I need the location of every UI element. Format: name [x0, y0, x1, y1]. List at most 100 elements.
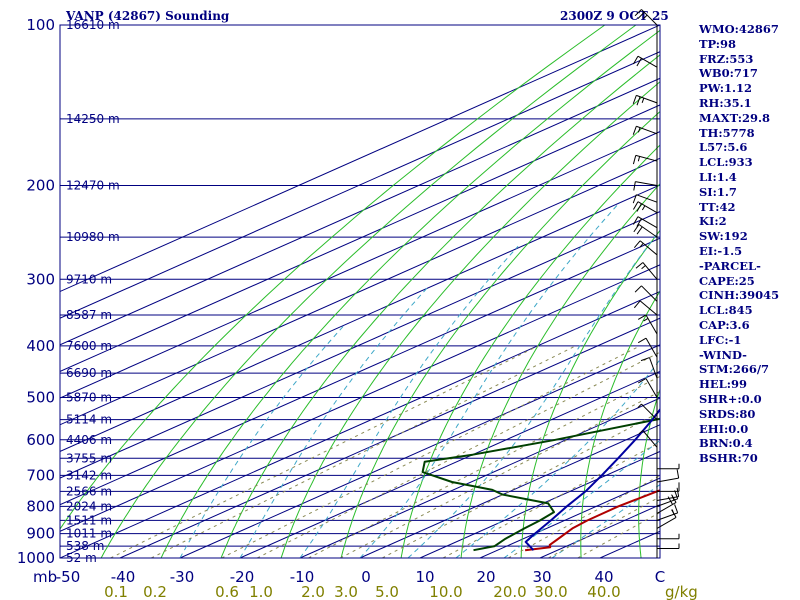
wind-barb-half-feather: [638, 430, 644, 435]
sounding-index-item: SW:192: [699, 229, 748, 244]
wind-barb: [657, 533, 680, 540]
wind-barb-feather: [635, 262, 644, 269]
mixing-ratio-label: 3.0: [334, 583, 358, 600]
height-label: 52 m: [66, 551, 97, 565]
sounding-index-item: RH:35.1: [699, 95, 752, 110]
wind-barb-feather: [636, 203, 642, 212]
dry-adiabat-line: [100, 25, 637, 558]
wind-barb-feather: [637, 378, 647, 384]
wind-barb-staff: [645, 378, 658, 398]
wind-barb: [633, 55, 658, 68]
height-label: 1511 m: [66, 513, 112, 527]
wind-barb-staff: [636, 194, 658, 203]
height-label: 3142 m: [66, 468, 112, 482]
plot-frame: [59, 24, 661, 559]
height-label: 2024 m: [66, 499, 112, 513]
isotherm-line: [239, 370, 660, 558]
wind-barb-staff: [636, 94, 658, 104]
height-label: 8587 m: [66, 308, 112, 322]
sounding-index-item: LI:1.4: [699, 169, 737, 184]
temperature-tick-label: -40: [111, 568, 136, 586]
dry-adiabat-line: [60, 25, 606, 530]
wind-barb-feather: [633, 55, 639, 65]
dewpoint-profile-line: [421, 417, 660, 552]
wind-barb-feather: [637, 337, 647, 344]
wind-barb: [633, 240, 658, 256]
wind-barb-feather: [676, 469, 680, 479]
temperature-tick-label: C: [655, 568, 665, 586]
wind-barb-staff: [636, 125, 658, 135]
wind-barb-feather: [674, 490, 679, 499]
temperature-tick-label: 30: [532, 568, 551, 586]
wind-barb: [657, 543, 680, 550]
height-label: 10980 m: [66, 230, 120, 244]
mixing-ratio-label: 0.2: [143, 583, 167, 600]
wind-barb-staff: [639, 300, 658, 316]
wind-barb-staff: [656, 502, 677, 514]
isotherm-line: [60, 290, 660, 558]
moist-adiabat-line: [299, 245, 519, 558]
pressure-tick-label: 300: [26, 270, 55, 288]
dry-adiabat-line: [580, 290, 660, 558]
height-label: 6690 m: [66, 366, 112, 380]
temperature-tick-label: -30: [170, 568, 195, 586]
wind-barb: [637, 378, 658, 398]
wind-barb-feather: [676, 487, 680, 497]
wind-barb-feather: [632, 194, 637, 204]
isotherm-line: [179, 344, 660, 558]
height-label: 5870 m: [66, 391, 112, 405]
sounding-index-item: BSHR:70: [699, 451, 758, 466]
wind-barb: [656, 494, 677, 514]
wind-barb-feather: [633, 201, 639, 210]
sounding-index-item: EI:-1.5: [699, 243, 743, 258]
sounding-index-item: SRDS:80: [699, 406, 756, 421]
mixing-ratio-label: 1.0: [249, 583, 273, 600]
wind-barb-half-feather: [641, 97, 645, 103]
isotherm-line: [60, 25, 660, 293]
wind-barb: [632, 154, 658, 165]
wind-barb-feather: [640, 357, 650, 362]
dry-adiabat-line: [460, 183, 660, 558]
wind-barb-feather: [632, 126, 637, 135]
wind-barb: [656, 509, 677, 529]
wind-barb-staff: [639, 240, 658, 256]
isotherm-line: [60, 184, 660, 452]
wind-barb-staff: [656, 477, 679, 483]
wind-barb-feather: [634, 9, 642, 17]
wind-barb-half-feather: [643, 14, 648, 19]
isotherm-line: [60, 77, 660, 346]
wind-barb-staff: [635, 181, 658, 186]
mixing-ratio-label: 10.0: [429, 583, 462, 600]
isotherm-line: [119, 317, 660, 558]
dry-adiabat-line: [280, 81, 660, 558]
temperature-tick-label: -50: [56, 568, 81, 586]
mixing-ratio-line: [151, 345, 576, 558]
height-label: 16610 m: [66, 18, 120, 32]
height-label: 538 m: [66, 539, 104, 553]
wind-barb: [637, 314, 658, 335]
dry-adiabat-line: [400, 144, 660, 558]
wind-barb: [656, 469, 680, 483]
wind-barb-staff: [656, 496, 679, 501]
moist-adiabat-line: [503, 439, 660, 558]
dry-adiabat-line: [220, 54, 660, 558]
mixing-ratio-label: 20.0: [493, 583, 526, 600]
wind-barb: [633, 181, 658, 191]
height-label: 3755 m: [66, 451, 112, 465]
isotherm-line: [60, 104, 660, 372]
moist-adiabat-line: [359, 201, 621, 558]
station-title: VANP (42867) Sounding: [66, 9, 230, 23]
height-label: 1011 m: [66, 527, 112, 541]
wind-barb-feather: [636, 226, 643, 235]
sounding-index-item: SHR+:0.0: [699, 391, 762, 406]
sounding-index-item: SI:1.7: [699, 184, 737, 199]
mixing-ratio-line: [577, 511, 660, 558]
wind-barb-feather: [637, 314, 647, 320]
mixing-ratio-line: [442, 441, 660, 558]
wind-barb-half-feather: [637, 403, 642, 408]
mixing-ratio-label: 5.0: [375, 583, 399, 600]
dry-adiabat-line: [340, 110, 660, 558]
mixing-ratio-label: 0.6: [215, 583, 239, 600]
height-label: 4406 m: [66, 433, 112, 447]
wind-barb-half-feather: [639, 243, 644, 248]
